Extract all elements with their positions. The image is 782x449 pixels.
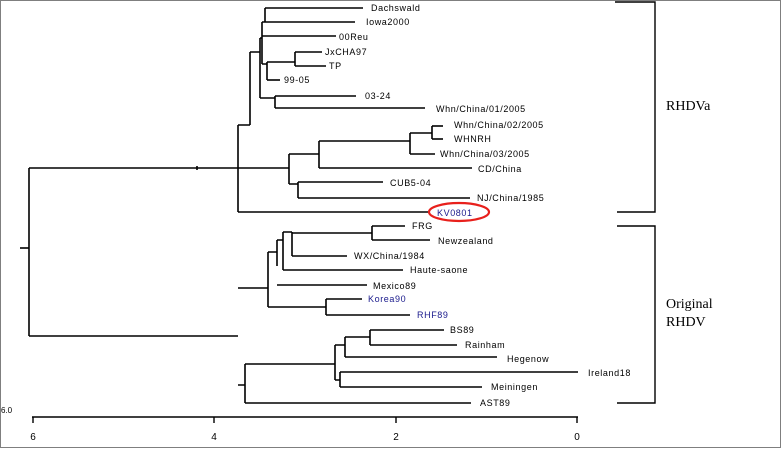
leaf-label-00reu: 00Reu [339, 32, 369, 42]
axis-tick-label-4: 4 [211, 432, 217, 443]
branch-orig-lower [238, 364, 246, 403]
leaf-label-kv0801: KV0801 [437, 208, 473, 218]
group-brackets [615, 1, 656, 404]
leaf-label-jxcha97: JxCHA97 [325, 47, 367, 57]
leaf-label-hegenow: Hegenow [507, 354, 549, 364]
branch-orig-upper [268, 240, 278, 266]
kv0801-highlight-ellipse [427, 201, 491, 223]
axis-tick-label-0: 0 [574, 432, 580, 443]
leaf-label-mexico89: Mexico89 [373, 281, 416, 291]
leaf-label-korea90: Korea90 [368, 294, 406, 304]
leaf-label-rhf89: RHF89 [417, 310, 449, 320]
branch-orig-bs-rain [345, 330, 371, 345]
branch-a-cub-nj [289, 182, 299, 198]
leaf-label-tp: TP [329, 61, 342, 71]
leaf-label-ireland18: Ireland18 [588, 368, 631, 378]
branch-a-upper [250, 38, 261, 98]
leaf-label-99-05: 99-05 [284, 75, 310, 85]
tree-branches [20, 7, 578, 404]
leaf-label-newzealand: Newzealand [438, 236, 494, 246]
branch-orig-ire-mei [335, 372, 341, 387]
branch-orig-stem [238, 252, 269, 307]
bracket-original-rhdv [617, 225, 656, 404]
leaf-label-whn-china-01-2005: Whn/China/01/2005 [436, 104, 526, 114]
leaf-label-ast89: AST89 [480, 398, 511, 408]
leaf-labels: Dachswald Iowa2000 00Reu JxCHA97 TP 99-0… [284, 3, 631, 408]
branch-a-0324-whn [260, 96, 276, 108]
leaf-label-whnrh: WHNRH [454, 134, 492, 144]
leaf-label-nj-china-1985: NJ/China/1985 [477, 193, 544, 203]
bracket-rhdva [615, 1, 656, 213]
leaf-label-whn-china-02-2005: Whn/China/02/2005 [454, 120, 544, 130]
leaf-label-haute-saone: Haute-saone [410, 265, 468, 275]
leaf-label-wx-china-1984: WX/China/1984 [354, 251, 425, 261]
branch-a-whn02-whnrh [410, 126, 433, 139]
leaf-label-dachswald: Dachswald [371, 3, 420, 13]
branch-root-top [29, 166, 238, 170]
branch-orig-frg-group [277, 232, 284, 270]
leaf-label-cub5-04: CUB5-04 [390, 178, 431, 188]
branch-a-top [238, 52, 251, 126]
branch-a-whn-sub [319, 133, 411, 154]
branch-orig-frg-nz2 [292, 226, 373, 240]
group-label-original: Original [666, 297, 713, 312]
branch-a-jx-tp [267, 52, 296, 66]
branch-a-cluster [260, 22, 263, 64]
branch-orig-frg-nz [283, 231, 293, 256]
axis-tick-label-6: 6 [30, 432, 36, 443]
group-label-rhdva: RHDVa [666, 99, 711, 114]
branch-orig-korea-rhf [268, 299, 327, 315]
leaf-label-iowa2000: Iowa2000 [366, 17, 410, 27]
leaf-label-whn-china-03-2005: Whn/China/03/2005 [440, 149, 530, 159]
distance-axis [32, 416, 578, 423]
leaf-label-meiningen: Meiningen [491, 382, 538, 392]
leaf-label-frg: FRG [412, 221, 433, 231]
branch-a-lower [238, 154, 290, 184]
leaf-label-rainham: Rainham [465, 340, 505, 350]
leaf-label-cd-china: CD/China [478, 164, 522, 174]
branch-a-whn-group [289, 141, 320, 168]
leaf-label-03-24: 03-24 [365, 91, 391, 101]
branch-a-dach-iowa [262, 8, 266, 23]
group-label-rhdv: RHDV [666, 315, 706, 330]
branch-orig-bs-sub [335, 337, 346, 357]
axis-tick-label-2: 2 [393, 432, 399, 443]
branch-a-jx-group [262, 62, 268, 80]
axis-scale-label: 6.0 [1, 406, 13, 415]
leaf-label-bs89: BS89 [450, 325, 474, 335]
branch-orig-bs-group [245, 345, 336, 380]
